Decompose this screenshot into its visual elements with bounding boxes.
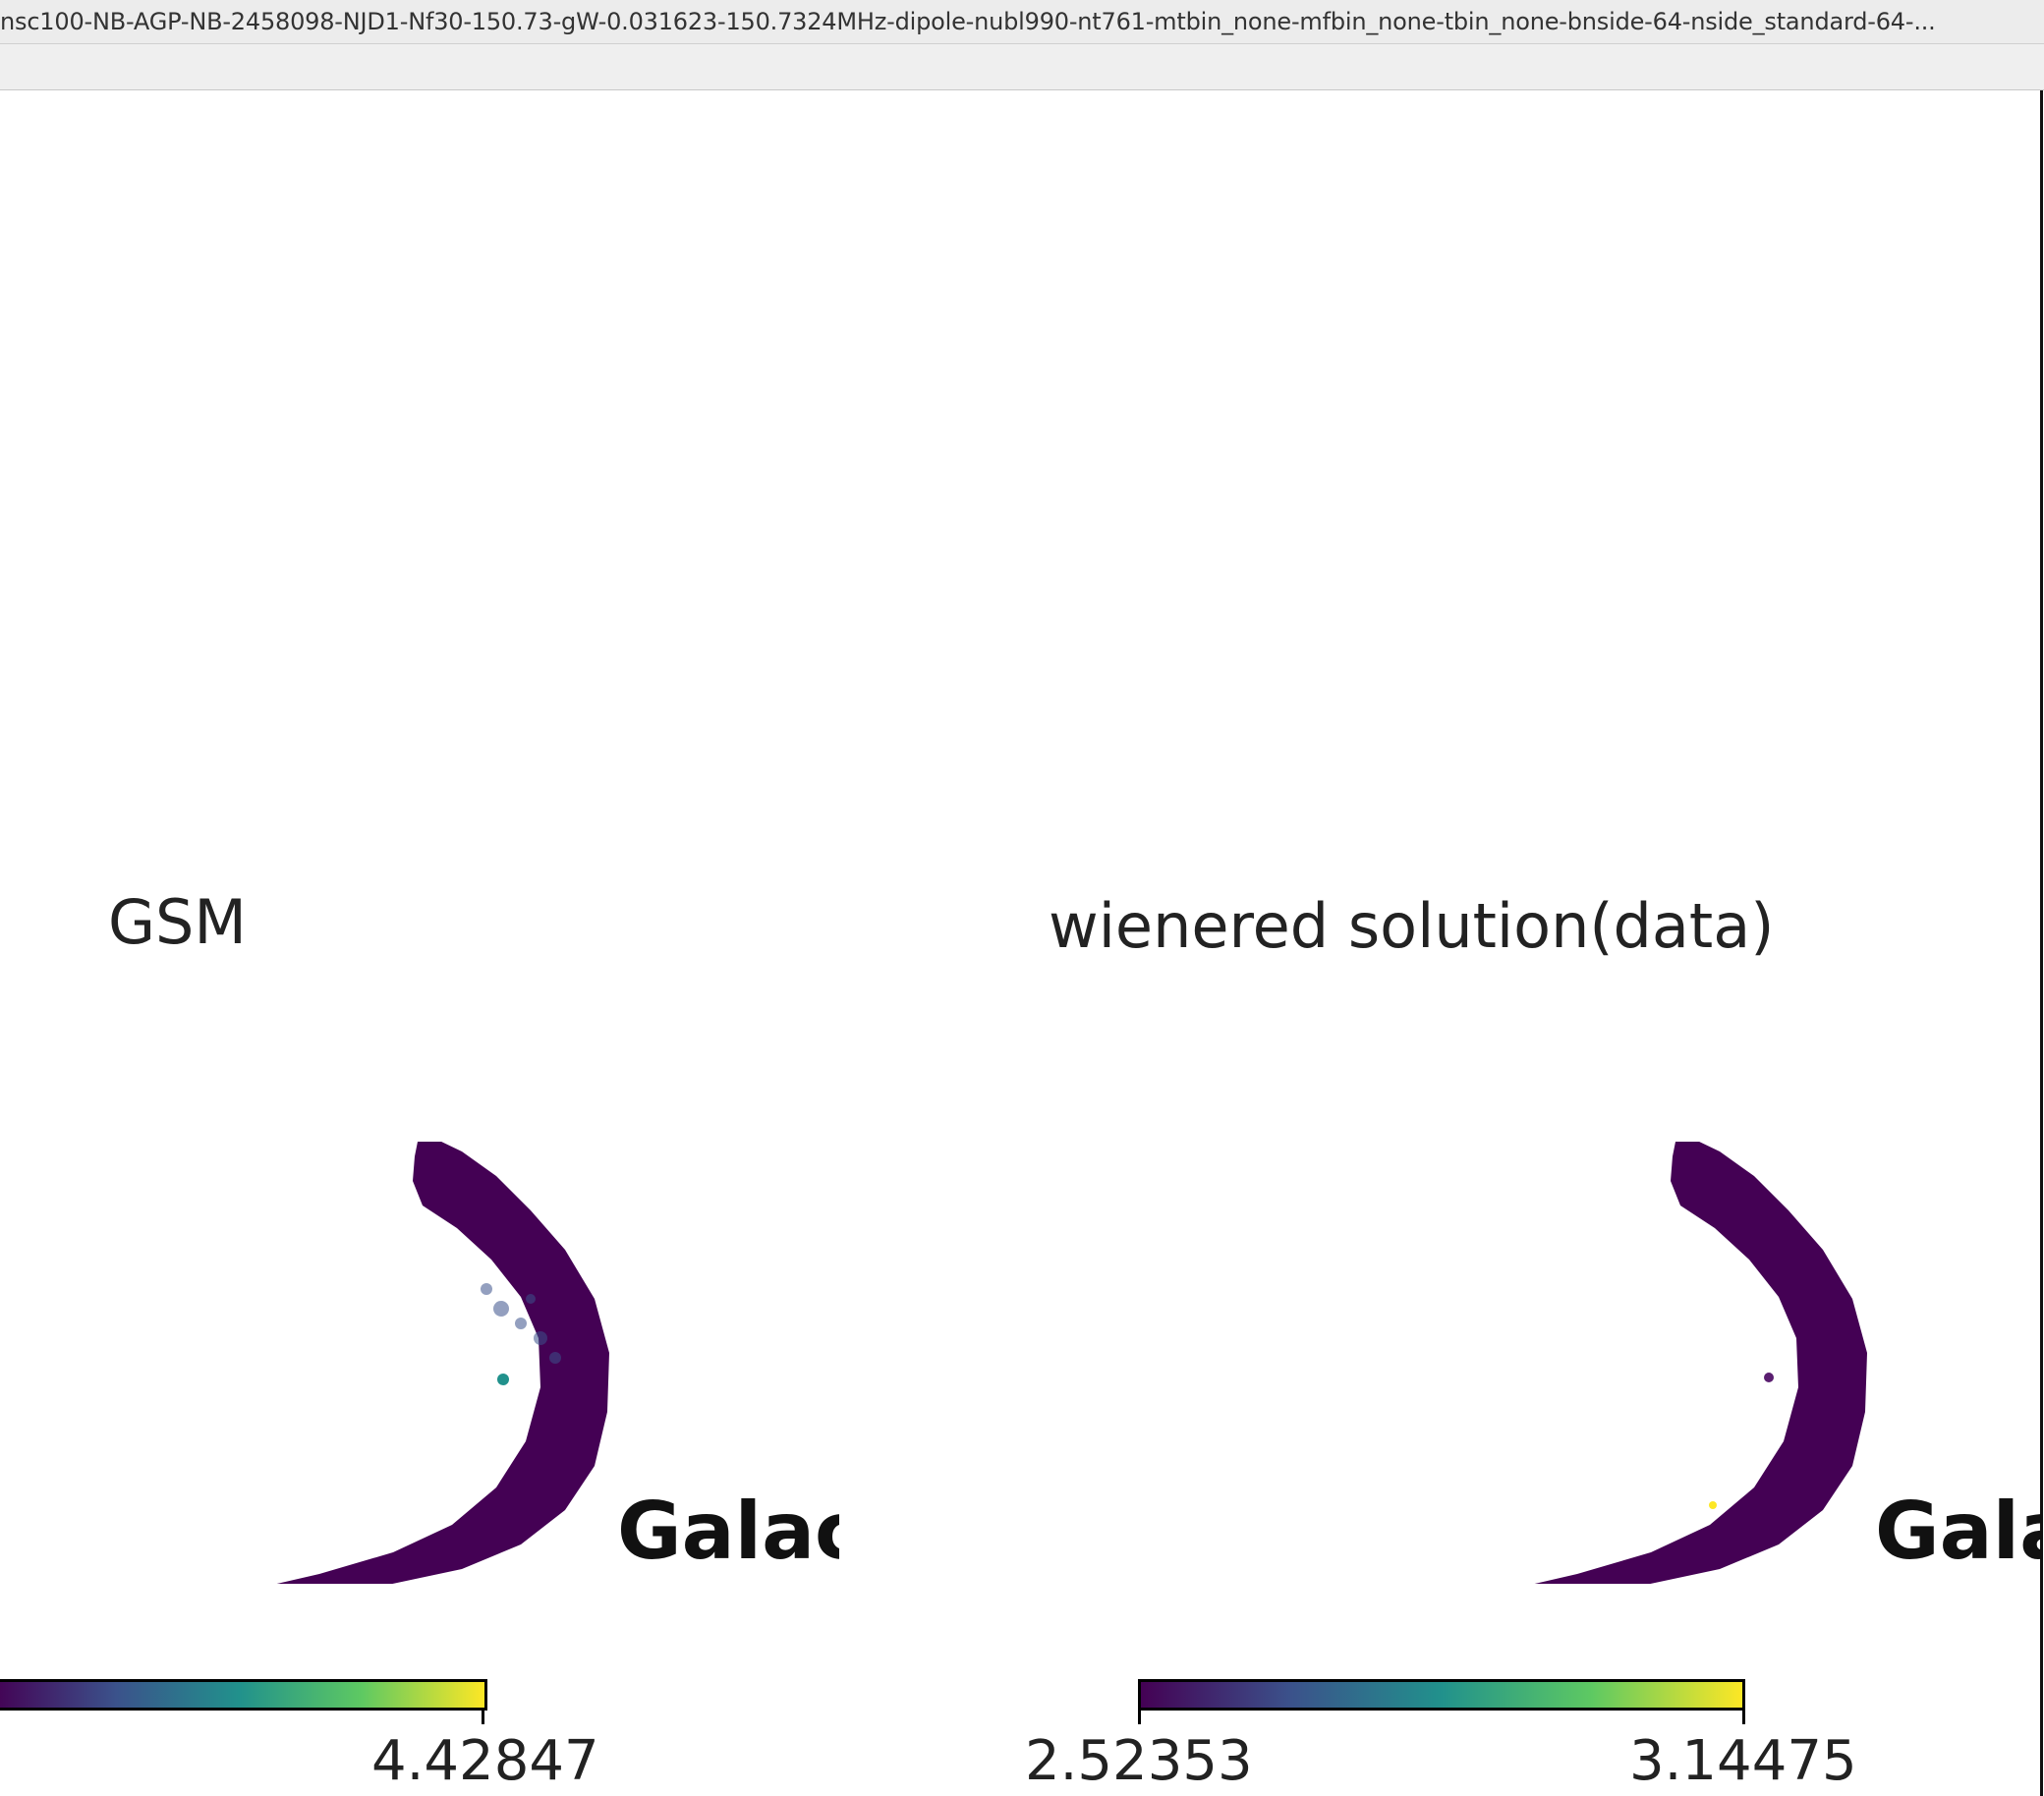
colorbar-min-wienered: 2.52353 (1025, 1729, 1253, 1793)
map-point-gsm (497, 1374, 509, 1385)
panel-title-wienered: wienered solution(data) (1049, 890, 1775, 962)
map-point-wienered (1764, 1373, 1774, 1382)
colorbar-gsm (0, 1679, 487, 1711)
colorbar-tick-max-wienered (1742, 1711, 1745, 1724)
colorbar-tick-min-wienered (1138, 1711, 1141, 1724)
colorbar-max-wienered: 3.14475 (1629, 1729, 1857, 1793)
panel-title-gsm: GSM (108, 886, 247, 958)
map-highlight-wienered (1709, 1501, 1717, 1509)
sky-map-wienered (1534, 1142, 1867, 1584)
image-viewport[interactable]: GSM Galac 4.42847 wienered solution(data… (0, 90, 2041, 1796)
colorbar-wienered (1138, 1679, 1745, 1711)
sky-map-gsm (276, 1142, 609, 1584)
map-crescent-wienered (1534, 1142, 1867, 1584)
window-title: nsc100-NB-AGP-NB-2458098-NJD1-Nf30-150.7… (0, 8, 1936, 35)
colorbar-max-gsm: 4.42847 (371, 1729, 599, 1793)
map-crescent-gsm (276, 1142, 609, 1584)
colorbar-tick-max-gsm (482, 1711, 484, 1724)
map-speckle-gsm (481, 1283, 561, 1364)
window-toolbar (0, 44, 2044, 90)
galactic-label-wienered: Gala (1875, 1486, 2041, 1577)
galactic-label-gsm: Galac (617, 1486, 839, 1577)
window-titlebar: nsc100-NB-AGP-NB-2458098-NJD1-Nf30-150.7… (0, 0, 2044, 44)
viewport-right-edge (2040, 90, 2043, 1796)
